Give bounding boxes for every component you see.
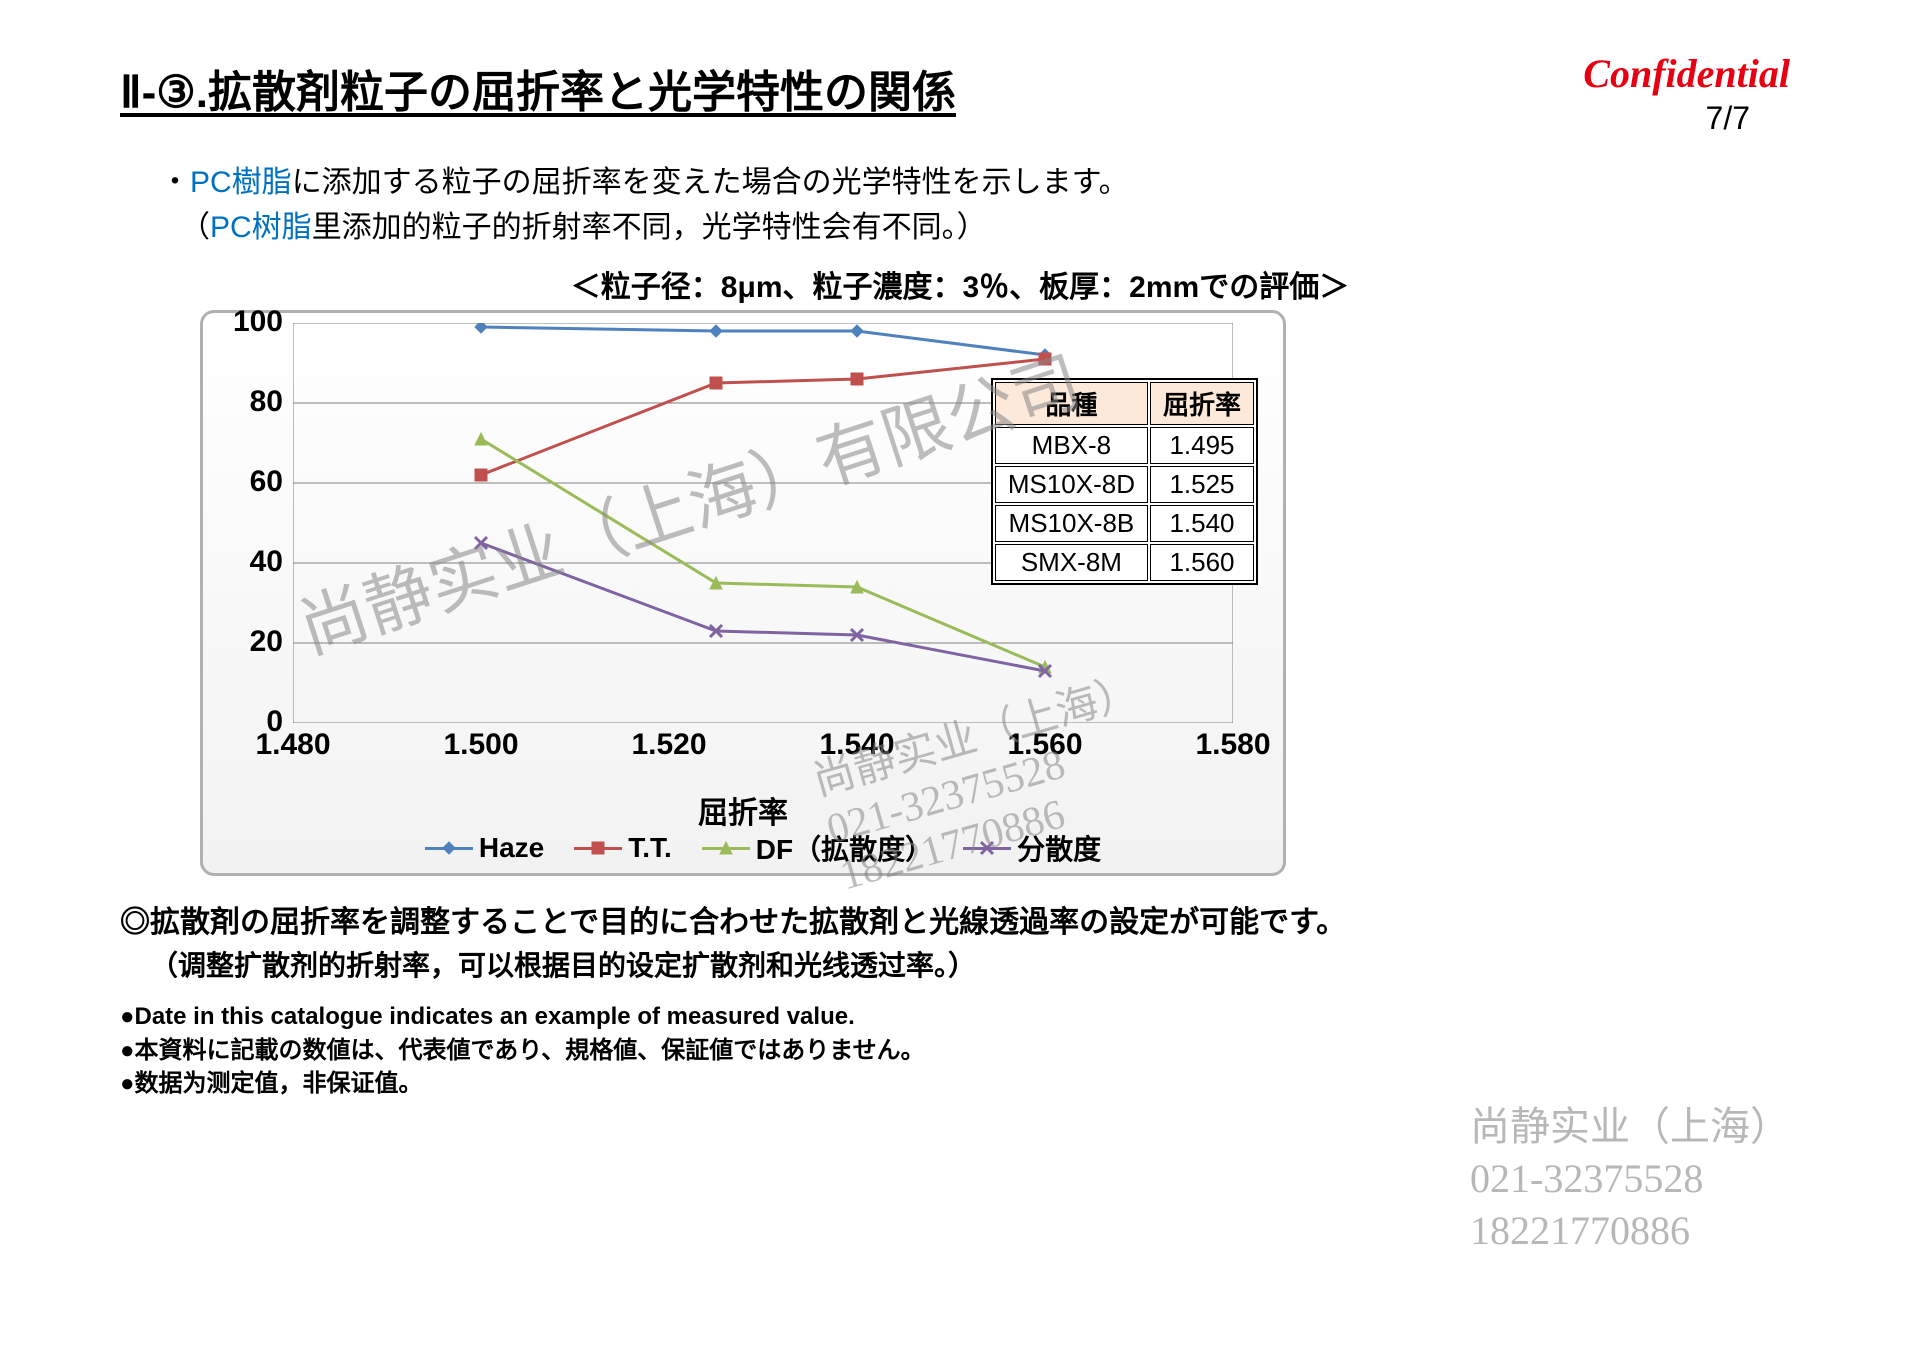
footnotes: ●Date in this catalogue indicates an exa… — [120, 1000, 925, 1101]
table-cell: 1.560 — [1150, 544, 1254, 581]
table-row: SMX-8M1.560 — [995, 544, 1254, 581]
intro-paren-open: （ — [180, 211, 210, 244]
y-tick-label: 80 — [213, 385, 283, 419]
watermark-phone1: 021-32375528 — [1470, 1153, 1790, 1205]
table-row: MBX-81.495 — [995, 427, 1254, 464]
table-row: MS10X-8D1.525 — [995, 466, 1254, 503]
legend-item: 分散度 — [963, 828, 1101, 868]
x-tick-label: 1.580 — [1183, 728, 1283, 762]
x-tick-label: 1.540 — [807, 728, 907, 762]
intro-line2: 里添加的粒子的折射率不同，光学特性会有不同。） — [312, 211, 987, 244]
y-tick-label: 100 — [213, 305, 283, 339]
legend-item: Haze — [425, 832, 544, 864]
table-cell: 1.525 — [1150, 466, 1254, 503]
x-tick-label: 1.520 — [619, 728, 719, 762]
footnote-line: ●数据为测定值，非保证值。 — [120, 1067, 925, 1101]
summary-line1: ◎拡散剤の屈折率を調整することで目的に合わせた拡散剤と光線透過率の設定が可能です… — [120, 900, 1346, 945]
table-cell: 1.540 — [1150, 505, 1254, 542]
table-cell: MS10X-8B — [995, 505, 1148, 542]
chart-legend: Haze T.T. DF（拡散度） 分散度 — [293, 828, 1233, 868]
table-row: MS10X-8B1.540 — [995, 505, 1254, 542]
table-cell: 1.495 — [1150, 427, 1254, 464]
refractive-index-table: 品種屈折率 MBX-81.495MS10X-8D1.525MS10X-8B1.5… — [991, 378, 1258, 585]
table-header: 品種 — [995, 382, 1148, 425]
watermark-company-name: 尚静实业（上海） — [1470, 1101, 1790, 1153]
watermark-phone2: 18221770886 — [1470, 1205, 1790, 1257]
y-tick-label: 60 — [213, 465, 283, 499]
x-tick-label: 1.560 — [995, 728, 1095, 762]
x-tick-label: 1.500 — [431, 728, 531, 762]
intro-pc-cn: PC树脂 — [210, 211, 312, 244]
slide-page: Confidential 7/7 Ⅱ-③.拡散剤粒子の屈折率と光学特性の関係 ・… — [0, 0, 1920, 1357]
summary-text: ◎拡散剤の屈折率を調整することで目的に合わせた拡散剤と光線透過率の設定が可能です… — [120, 900, 1346, 987]
footnote-line: ●本資料に記載の数値は、代表値であり、規格値、保証値ではありません。 — [120, 1034, 925, 1068]
intro-pc-jp: PC樹脂 — [190, 166, 292, 199]
page-title: Ⅱ-③.拡散剤粒子の屈折率と光学特性の関係 — [120, 68, 956, 117]
intro-line1: に添加する粒子の屈折率を変えた場合の光学特性を示します。 — [292, 166, 1129, 199]
legend-label: Haze — [479, 832, 544, 864]
table-cell: MS10X-8D — [995, 466, 1148, 503]
x-axis-label: 屈折率 — [203, 788, 1283, 832]
y-tick-label: 40 — [213, 545, 283, 579]
legend-label: 分散度 — [1017, 828, 1101, 868]
legend-item: T.T. — [574, 832, 672, 864]
table-cell: MBX-8 — [995, 427, 1148, 464]
table-cell: SMX-8M — [995, 544, 1148, 581]
intro-bullet: ・ — [160, 166, 190, 199]
x-tick-label: 1.480 — [243, 728, 343, 762]
summary-line2: （调整扩散剂的折射率，可以根据目的设定扩散剂和光线透过率。） — [120, 945, 1346, 987]
chart-container: 020406080100 1.4801.5001.5201.5401.5601.… — [200, 310, 1286, 876]
y-tick-label: 20 — [213, 625, 283, 659]
watermark-contact: 尚静实业（上海） 021-32375528 18221770886 — [1470, 1101, 1790, 1257]
footnote-line: ●Date in this catalogue indicates an exa… — [120, 1000, 925, 1034]
table-header: 屈折率 — [1150, 382, 1254, 425]
legend-label: T.T. — [628, 832, 672, 864]
intro-text: ・PC樹脂に添加する粒子の屈折率を変えた場合の光学特性を示します。 （PC树脂里… — [160, 160, 1129, 250]
legend-item: DF（拡散度） — [702, 828, 933, 868]
legend-label: DF（拡散度） — [756, 828, 933, 868]
chart-title: ＜粒子径：8μm、粒子濃度：3％、板厚：2mmでの評価＞ — [0, 262, 1920, 306]
